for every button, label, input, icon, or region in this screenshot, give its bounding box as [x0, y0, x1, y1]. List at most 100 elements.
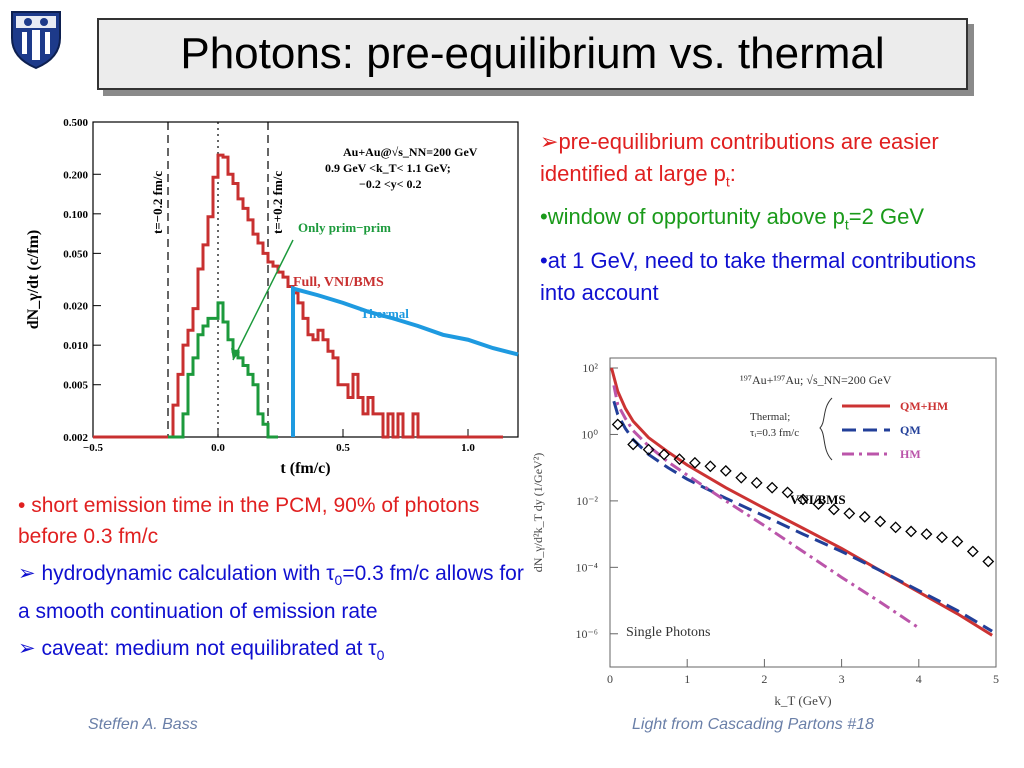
bullet-caveat: ➢ caveat: medium not equilibrated at τ0	[18, 633, 533, 671]
series-vni-bms-point	[627, 438, 640, 451]
bullet-thermal: •at 1 GeV, need to take thermal contribu…	[540, 245, 1000, 309]
annotation-t-plus: t=+0.2 fm/c	[270, 171, 285, 234]
label-thermal: Thermal	[361, 306, 410, 321]
bullet-text: :	[729, 161, 736, 186]
bullet-preequilibrium: ➢pre-equilibrium contributions are easie…	[540, 126, 1000, 197]
series-vni-bms-point	[936, 531, 948, 544]
arrow-bullet-icon: ➢	[540, 129, 559, 154]
y-tick-label: 0.005	[63, 380, 88, 392]
series-hm-line	[612, 385, 920, 630]
y-tick-label: 10⁻⁴	[575, 560, 598, 574]
y-tick-label: 0.002	[63, 432, 88, 444]
bullet-subscript: t	[725, 173, 730, 190]
series-vni-bms-point	[611, 418, 624, 431]
y-axis-label: dN_γ/d²k_T dy (1/GeV²)	[531, 453, 545, 573]
bullet-emission-time: • short emission time in the PCM, 90% of…	[18, 490, 533, 552]
legend-tau-label: τᵢ=0.3 fm/c	[750, 427, 799, 439]
x-tick-label: 1	[684, 672, 690, 686]
bullet-text: =0.3 fm/c allows for a smooth continuati…	[18, 562, 524, 624]
series-vni-bms-point	[874, 515, 887, 528]
legend-label-qm-hm: QM+HM	[900, 399, 948, 413]
arrow-bullet-icon: ➢	[18, 637, 36, 661]
x-tick-label: 5	[993, 672, 999, 686]
series-vni-bms-point	[704, 460, 717, 473]
legend-label-hm: HM	[900, 447, 921, 461]
single-photons-spectrum-chart: 10⁻⁶ 10⁻⁴ 10⁻² 10⁰ 10² 0 1 2 3 4 5 k_T (GeV) dN_γ/d²…	[531, 357, 999, 708]
y-tick-label: 0.100	[63, 209, 88, 221]
x-tick-label: 0.5	[336, 442, 350, 454]
series-vni-bms-point	[689, 456, 701, 469]
bullet-subscript: 0	[376, 647, 385, 664]
pointer-arrow-head	[231, 348, 240, 360]
label-vni-bms: VNI/BMS	[790, 492, 846, 507]
label-only-prim-prim: Only prim−prim	[298, 220, 391, 235]
series-vni-bms-point	[781, 486, 794, 499]
time-distribution-chart: 0.002 0.005 0.010 0.020 0.050 0.100 0.200 0.500…	[25, 117, 519, 477]
series-vni-bms-point	[673, 453, 686, 466]
series-vni-bms-point	[905, 525, 917, 538]
dot-bullet-icon: •	[18, 494, 26, 517]
series-vni-bms-point	[812, 498, 825, 511]
y-tick-label: 0.050	[63, 248, 88, 260]
series-vni-bms-point	[766, 481, 779, 494]
y-axis-label: dN_γ/dt (c/fm)	[25, 230, 42, 329]
annotation-collision: ¹⁹⁷Au+¹⁹⁷Au; √s_NN=200 GeV	[740, 373, 892, 387]
x-tick-label: 2	[761, 672, 767, 686]
y-tick-label: 0.020	[63, 301, 88, 313]
bullet-text: at 1 GeV, need to take thermal contribut…	[540, 247, 977, 305]
legend-label-qm: QM	[900, 423, 921, 437]
bullet-window: •window of opportunity above pt=2 GeV	[540, 201, 1000, 240]
x-tick-label: 0.0	[211, 442, 225, 454]
annotation-kt-range: 0.9 GeV <k_T< 1.1 GeV;	[325, 161, 451, 175]
series-qm-line	[612, 400, 993, 633]
series-qm-hm-line	[610, 367, 993, 637]
title-box: Photons: pre-equilibrium vs. thermal	[97, 18, 968, 90]
x-axis-label: k_T (GeV)	[774, 693, 831, 708]
x-tick-label: 4	[916, 672, 922, 686]
y-tick-label: 10⁰	[581, 427, 598, 441]
plot-frame	[92, 121, 519, 438]
pointer-arrow-line	[232, 239, 294, 361]
plot-frame	[609, 357, 997, 668]
bullet-text: window of opportunity above p	[547, 204, 845, 230]
series-vni-bms-point	[858, 510, 871, 523]
series-vni-bms-point	[982, 555, 995, 568]
series-vni-bms-point	[750, 476, 763, 489]
series-vni-bms-point	[827, 503, 840, 516]
series-vni-bms-point	[642, 443, 655, 456]
series-vni-bms-point	[735, 471, 748, 484]
bullet-text: short emission time in the PCM, 90% of p…	[18, 494, 480, 548]
y-tick-label: 0.010	[63, 340, 88, 352]
left-bullet-list: • short emission time in the PCM, 90% of…	[18, 490, 533, 671]
label-full-vni: Full, VNI/BMS	[293, 275, 384, 290]
bullet-hydro: ➢ hydrodynamic calculation with τ0=0.3 f…	[18, 558, 533, 627]
legend-thermal-label: Thermal;	[750, 411, 790, 423]
label-single-photons: Single Photons	[626, 625, 710, 640]
y-tick-label: 10²	[582, 361, 598, 375]
right-bullet-list: ➢pre-equilibrium contributions are easie…	[540, 126, 1000, 309]
series-vni-bms-point	[843, 507, 856, 520]
y-tick-label: 10⁻²	[576, 494, 598, 508]
series-vni-bms-point	[966, 545, 979, 558]
x-axis-label: t (fm/c)	[280, 460, 330, 477]
footer-title: Light from Cascading Partons #18	[632, 716, 874, 733]
legend-brace	[819, 397, 833, 461]
y-tick-label: 0.200	[63, 169, 88, 181]
slide-title: Photons: pre-equilibrium vs. thermal	[180, 29, 885, 78]
x-tick-label: 1.0	[461, 442, 475, 454]
bullet-subscript: t	[844, 216, 849, 233]
footer-author: Steffen A. Bass	[88, 716, 198, 733]
series-vni-bms-point	[719, 464, 732, 477]
x-tick-label: 0	[607, 672, 613, 686]
bullet-text: pre-equilibrium contributions are easier…	[540, 129, 939, 186]
bullet-text: caveat: medium not equilibrated at τ	[35, 637, 377, 661]
series-vni-bms-point	[797, 493, 809, 506]
series-vni-bms-point	[951, 535, 964, 548]
series-line-full-vni-bms	[93, 153, 503, 439]
annotation-t-minus: t=−0.2 fm/c	[150, 171, 165, 234]
dot-bullet-icon: •	[540, 204, 548, 230]
series-vni-bms-point	[658, 448, 670, 461]
x-tick-label: 3	[839, 672, 845, 686]
bullet-text: hydrodynamic calculation with τ	[35, 562, 335, 585]
university-shield-logo	[8, 8, 64, 70]
